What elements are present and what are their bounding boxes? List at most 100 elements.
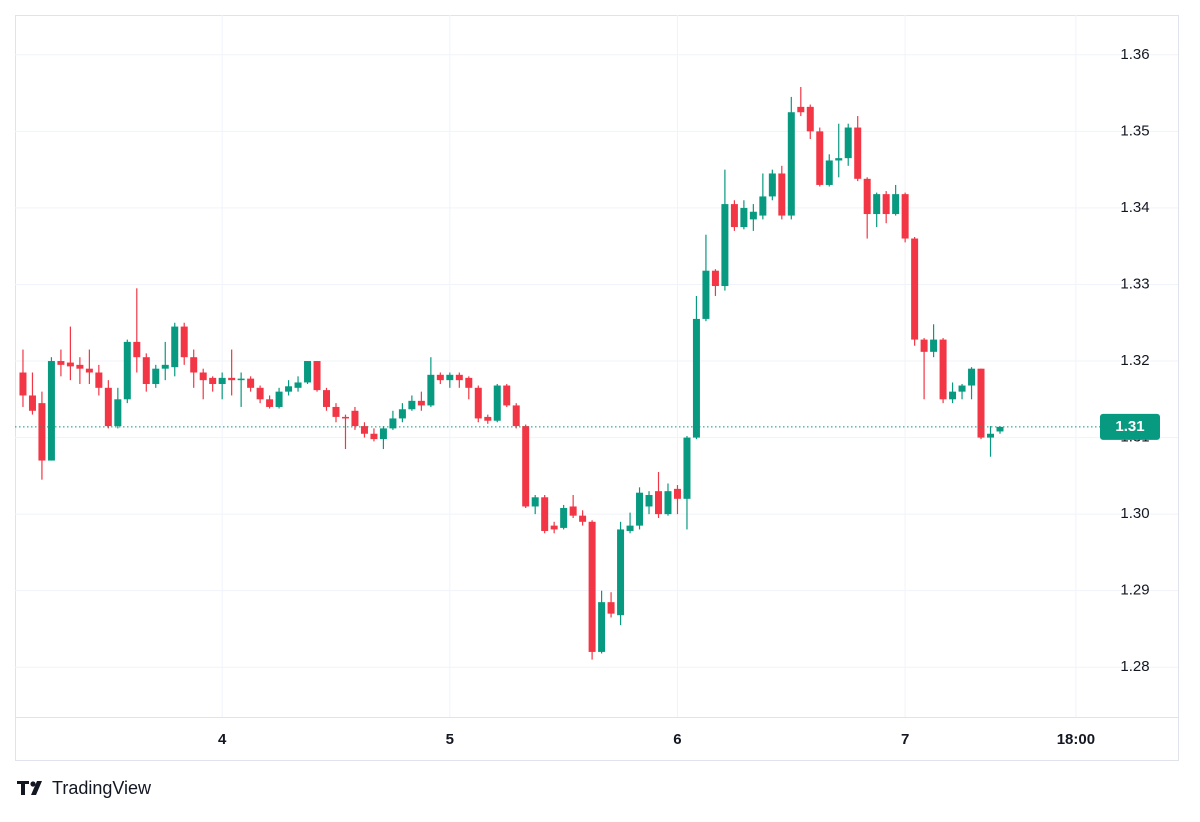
candle-body <box>161 364 169 369</box>
candle-body <box>579 515 587 522</box>
grid <box>15 15 1178 717</box>
candle-body <box>901 194 909 239</box>
x-tick-label: 18:00 <box>1057 731 1095 748</box>
candle-body <box>275 391 283 407</box>
candle-body <box>673 488 681 499</box>
y-tick-label: 1.33 <box>1120 275 1149 292</box>
candle-body <box>550 525 558 530</box>
candle-body <box>237 378 245 381</box>
y-tick-label: 1.29 <box>1120 582 1149 599</box>
candle-body <box>636 492 644 526</box>
candle-body <box>199 372 207 381</box>
candle-body <box>749 211 757 220</box>
candle-body <box>825 160 833 185</box>
candle-body <box>702 270 710 319</box>
candle-body <box>531 497 539 507</box>
chart-frame <box>15 15 1179 761</box>
x-tick-label: 5 <box>446 731 454 748</box>
candle-body <box>740 207 748 228</box>
candle-body <box>730 204 738 228</box>
candle-body <box>645 494 653 507</box>
candle-body <box>787 112 795 216</box>
candle-body <box>379 428 387 440</box>
candle-body <box>370 433 378 440</box>
candle-body <box>683 437 691 499</box>
candle-body <box>57 361 65 365</box>
candle-body <box>19 372 27 396</box>
candle-body <box>541 497 549 531</box>
y-tick-label: 1.28 <box>1120 658 1149 675</box>
candle-body <box>863 178 871 215</box>
candle-body <box>95 372 103 388</box>
candle-body <box>996 426 1004 432</box>
candle-body <box>417 400 425 406</box>
candle-body <box>987 433 995 438</box>
x-tick-label: 7 <box>901 731 909 748</box>
candle-body <box>152 368 160 384</box>
candle-body <box>341 416 349 419</box>
candle-body <box>455 374 463 381</box>
candle-body <box>958 385 966 392</box>
candle-body <box>778 173 786 216</box>
x-tick-label: 6 <box>673 731 681 748</box>
candle-body <box>854 127 862 179</box>
candle-body <box>484 416 492 421</box>
candle-body <box>256 387 264 400</box>
candle-body <box>569 506 577 516</box>
y-tick-label: 1.36 <box>1120 46 1149 63</box>
candle-body <box>655 491 663 515</box>
candle-body <box>360 426 368 434</box>
candle-body <box>180 326 188 358</box>
candle-body <box>285 386 293 392</box>
candle-body <box>512 405 520 427</box>
candle-body <box>446 374 454 381</box>
candle-body <box>304 361 312 383</box>
candle-body <box>806 106 814 132</box>
candle-body <box>873 194 881 215</box>
candle-body <box>930 339 938 352</box>
candle-body <box>66 362 74 367</box>
y-tick-label: 1.34 <box>1120 199 1149 216</box>
candle-body <box>427 374 435 406</box>
candle-body <box>123 341 131 400</box>
candle-body <box>38 403 46 461</box>
candle-body <box>85 368 93 373</box>
x-tick-label: 4 <box>218 731 227 748</box>
candle-body <box>844 127 852 159</box>
candle-body <box>133 341 141 358</box>
y-tick-label: 1.35 <box>1120 122 1149 139</box>
candle-body <box>47 361 55 461</box>
candle-body <box>977 368 985 438</box>
candle-body <box>692 318 700 438</box>
candle-body <box>626 525 634 531</box>
candle-body <box>598 602 606 652</box>
candle-body <box>882 194 890 215</box>
candle-body <box>711 270 719 287</box>
candle-body <box>607 602 615 614</box>
y-tick-label: 1.30 <box>1120 505 1149 522</box>
candle-body <box>114 399 122 427</box>
candle-body <box>588 521 596 652</box>
candle-body <box>664 491 672 515</box>
candle-body <box>313 361 321 391</box>
candle-body <box>351 410 359 427</box>
candle-body <box>759 196 767 216</box>
candle-body <box>171 326 179 368</box>
candle-body <box>768 173 776 197</box>
candle-body <box>408 400 416 410</box>
candle-body <box>209 377 217 384</box>
candle-body <box>142 357 150 384</box>
labels: 1.28 1.29 1.30 1.31 1.32 1.33 1.34 1.35 1.36 4 5 6 7… <box>218 46 1160 748</box>
candle-body <box>892 194 900 215</box>
candle-body <box>247 378 255 388</box>
y-tick-label: 1.32 <box>1120 352 1149 369</box>
candle-body <box>920 339 928 352</box>
candle-body <box>465 377 473 388</box>
branding-logo[interactable]: TradingView <box>17 778 152 798</box>
candle-body <box>617 529 625 616</box>
candle-body <box>228 377 236 381</box>
candle-body <box>323 390 331 407</box>
candle-body <box>28 395 36 411</box>
